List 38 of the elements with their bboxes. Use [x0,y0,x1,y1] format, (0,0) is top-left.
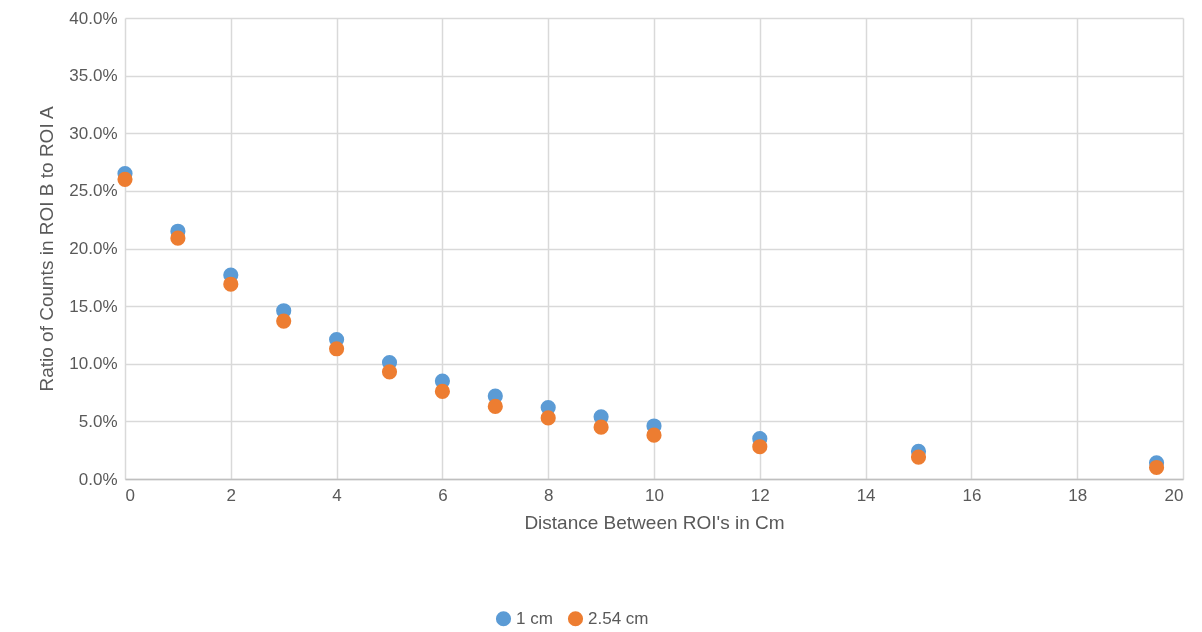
x-tick-label: 8 [543,485,554,505]
point [381,364,398,380]
point [223,276,239,292]
point [170,230,186,246]
y-axis-title: Ratio of Counts in ROI B to ROI A [36,106,58,392]
y-tick-label: 15.0% [69,296,118,316]
point [487,398,503,414]
y-tick-label: 10.0% [69,354,118,374]
y-tick-label: 25.0% [69,181,118,201]
x-tick-label: 16 [962,485,982,505]
x-tick-label: 10 [645,485,664,505]
point [434,383,450,399]
point [646,427,662,443]
y-tick-label: 0.0% [78,469,118,489]
point [540,410,556,426]
point [117,171,133,187]
y-tick-label: 35.0% [69,66,118,86]
x-tick-label: 6 [438,485,448,505]
y-tick-label: 5.0% [78,411,118,431]
x-tick-label: 12 [750,485,770,505]
legend-label: 2.54 cm [588,608,649,628]
point [276,313,292,329]
y-tick-label: 30.0% [69,123,118,143]
x-tick-label: 14 [856,485,876,505]
point [910,449,927,465]
legend-label: 1 cm [516,608,553,628]
point [329,341,345,357]
x-tick-label: 2 [226,485,237,505]
x-tick-label: 0 [125,485,135,505]
x-tick-label: 18 [1068,485,1088,505]
point [1148,459,1165,476]
x-axis-title: Distance Between ROI's in Cm [524,511,785,533]
x-tick-label: 4 [332,485,342,505]
point [593,419,609,435]
y-tick-label: 20.0% [69,239,118,258]
point [752,439,768,455]
y-tick-label: 40.0% [69,8,118,28]
x-tick-label: 20 [1164,485,1184,505]
